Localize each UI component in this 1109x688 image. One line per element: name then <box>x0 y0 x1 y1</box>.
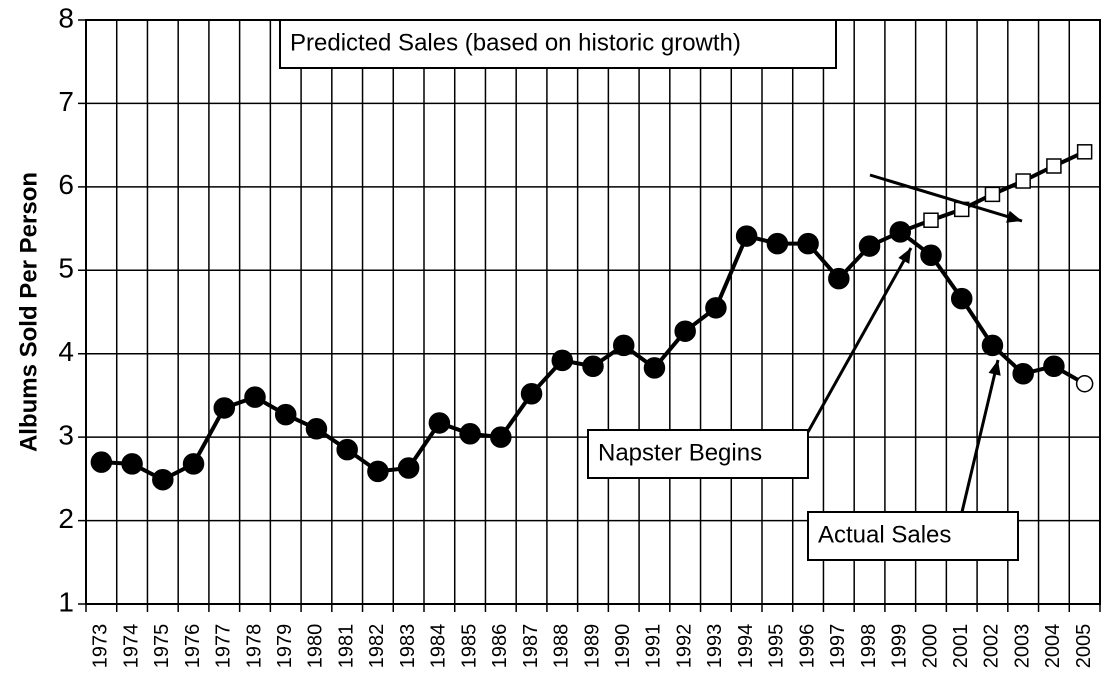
x-tick-label: 1996 <box>796 624 818 669</box>
arrow-line <box>960 359 1000 513</box>
circle-marker <box>797 232 819 255</box>
square-marker <box>1076 144 1093 160</box>
annotation-box <box>807 511 1019 561</box>
square-marker <box>1046 158 1062 174</box>
circle-marker <box>490 426 512 448</box>
square-marker <box>923 212 939 228</box>
x-tick-label: 1993 <box>704 624 726 669</box>
x-tick-label: 1977 <box>213 624 235 669</box>
x-tick-label: 1997 <box>827 624 849 669</box>
circle-marker <box>705 297 727 319</box>
circle-marker <box>981 334 1004 357</box>
y-tick-label: 7 <box>58 86 74 117</box>
circle-marker <box>889 221 912 243</box>
x-tick-label: 1999 <box>889 624 911 669</box>
square-marker <box>1015 173 1031 189</box>
y-tick-label: 4 <box>58 336 74 367</box>
x-tick-label: 1985 <box>458 624 480 669</box>
annotation-box <box>279 19 837 69</box>
circle-marker <box>920 244 942 267</box>
circle-marker <box>274 403 297 426</box>
x-tick-label: 1978 <box>243 624 265 669</box>
square-marker <box>984 186 1001 203</box>
x-tick-label: 2004 <box>1042 624 1064 669</box>
circle-marker <box>735 225 758 247</box>
x-tick-label: 1981 <box>335 624 357 669</box>
circle-marker <box>1043 355 1065 377</box>
y-tick-label: 6 <box>58 169 74 200</box>
x-tick-label: 2001 <box>950 624 972 669</box>
annotation-text: Actual Sales <box>818 521 951 548</box>
x-tick-label: 1990 <box>612 624 634 669</box>
circle-marker <box>367 460 389 483</box>
circle-marker <box>858 235 881 257</box>
x-tick-label: 1995 <box>766 624 788 669</box>
circle-marker <box>1075 374 1094 393</box>
circle-marker <box>182 453 205 475</box>
circle-marker <box>766 232 789 255</box>
x-tick-label: 1992 <box>673 624 695 669</box>
circle-marker <box>244 386 266 408</box>
circle-marker <box>213 397 236 419</box>
x-tick-label: 1980 <box>305 624 327 669</box>
x-tick-label: 1984 <box>428 624 450 669</box>
circle-marker <box>121 453 143 475</box>
circle-marker <box>828 267 850 290</box>
circle-marker <box>305 418 328 440</box>
circle-marker <box>336 438 358 461</box>
x-tick-label: 1976 <box>182 624 204 669</box>
x-tick-label: 2002 <box>981 624 1003 669</box>
x-tick-label: 1991 <box>643 624 665 669</box>
x-tick-label: 2005 <box>1073 624 1095 669</box>
arrow-head <box>1006 210 1022 223</box>
circle-marker <box>582 355 604 377</box>
circle-marker <box>459 423 481 445</box>
x-tick-label: 1998 <box>858 624 880 669</box>
circle-marker <box>520 383 543 405</box>
annotation-text: Napster Begins <box>598 439 762 466</box>
circle-marker <box>612 334 635 357</box>
circle-marker <box>551 349 574 372</box>
y-tick-label: 5 <box>58 253 74 284</box>
circle-marker <box>90 451 113 473</box>
circle-marker <box>674 320 696 342</box>
circle-marker <box>152 468 174 491</box>
x-tick-label: 1983 <box>397 624 419 669</box>
annotation-box <box>587 429 809 479</box>
circle-marker <box>950 287 973 310</box>
x-tick-label: 1973 <box>90 624 112 669</box>
x-tick-label: 2000 <box>919 624 941 669</box>
y-tick-label: 2 <box>58 503 74 534</box>
arrow-head <box>988 360 1001 376</box>
arrow-head <box>898 248 911 264</box>
circle-marker <box>397 457 420 479</box>
x-tick-label: 1989 <box>581 624 603 669</box>
x-tick-label: 1994 <box>735 624 757 669</box>
circle-marker <box>428 412 451 434</box>
circle-marker <box>643 357 666 379</box>
y-tick-label: 1 <box>58 586 74 617</box>
x-tick-label: 1986 <box>489 624 511 669</box>
circle-marker <box>1012 362 1034 385</box>
x-tick-label: 1988 <box>551 624 573 669</box>
y-axis-label: Albums Sold Per Person <box>15 172 42 452</box>
x-tick-label: 2003 <box>1011 624 1033 669</box>
x-tick-label: 1975 <box>151 624 173 669</box>
arrow-line <box>869 173 1023 223</box>
x-tick-label: 1974 <box>120 624 142 669</box>
x-tick-label: 1987 <box>520 624 542 669</box>
y-tick-label: 8 <box>58 2 74 33</box>
annotation-text: Predicted Sales (based on historic growt… <box>290 29 741 56</box>
x-tick-label: 1979 <box>274 624 296 669</box>
x-tick-label: 1982 <box>366 624 388 669</box>
y-tick-label: 3 <box>58 420 74 451</box>
arrow-line <box>806 247 913 433</box>
